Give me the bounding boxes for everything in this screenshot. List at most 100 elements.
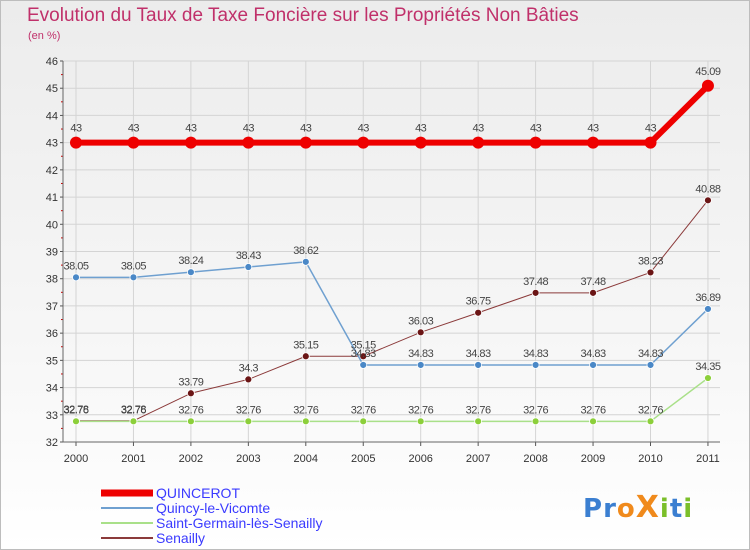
data-point-quincerot	[472, 136, 485, 149]
data-point-senailly	[589, 288, 597, 297]
logo-letter: r	[603, 494, 617, 524]
y-tick-label: 38	[46, 274, 58, 286]
data-label-quincerot: 43	[243, 123, 255, 135]
data-point-saint-germain-les-senailly	[416, 417, 425, 426]
y-tick-label: 39	[46, 247, 58, 259]
data-label-quincerot: 43	[530, 123, 542, 135]
data-point-senailly	[244, 375, 253, 384]
data-point-quincerot	[414, 136, 427, 149]
data-point-saint-germain-les-senailly	[589, 417, 597, 426]
x-tick-label: 2010	[638, 453, 662, 465]
data-point-quincerot	[701, 79, 714, 92]
data-point-quincerot	[587, 136, 600, 149]
data-label-quincy-le-vicomte: 36.89	[695, 292, 720, 304]
data-label-senailly: 35.15	[351, 339, 376, 351]
y-tick-label: 33	[46, 410, 58, 422]
data-point-senailly	[474, 308, 483, 317]
y-tick-label: 41	[46, 192, 58, 204]
data-point-quincy-le-vicomte	[244, 263, 253, 271]
legend: QUINCEROTQuincy-le-VicomteSaint-Germain-…	[101, 485, 323, 546]
data-point-quincy-le-vicomte	[416, 361, 425, 369]
data-label-senailly: 38.23	[638, 255, 663, 267]
data-label-quincerot: 43	[300, 123, 312, 135]
data-point-senailly	[186, 389, 195, 398]
data-point-saint-germain-les-senailly	[359, 417, 368, 426]
data-point-saint-germain-les-senailly	[129, 417, 138, 426]
data-point-quincy-le-vicomte	[474, 361, 483, 369]
y-tick-label: 43	[46, 138, 58, 150]
chart-title: Evolution du Taux de Taxe Foncière sur l…	[27, 5, 579, 26]
series-line-quincerot	[73, 82, 711, 146]
x-tick-label: 2011	[696, 453, 720, 465]
y-tick-label: 34	[46, 383, 58, 395]
data-label-quincerot: 43	[473, 123, 485, 135]
data-point-quincerot	[184, 136, 197, 149]
data-label-quincerot: 43	[415, 123, 427, 135]
data-label-saint-germain-les-senailly: 34.35	[695, 361, 720, 373]
logo-letter: i	[659, 494, 670, 524]
legend-label-quincy-le-vicomte: Quincy-le-Vicomte	[156, 500, 270, 516]
legend-label-senailly: Senailly	[156, 530, 205, 546]
data-label-senailly: 36.03	[408, 315, 433, 327]
data-label-saint-germain-les-senailly: 32.76	[638, 404, 663, 416]
data-labels: 32.78 32.78 33.79 34.3 35.15 35.15 36.03 36.75 3…	[63, 66, 721, 417]
data-point-saint-germain-les-senailly	[301, 417, 310, 426]
logo-letter: o	[616, 494, 636, 524]
data-label-quincy-le-vicomte: 34.83	[523, 348, 548, 360]
y-tick-label: 45	[46, 83, 58, 95]
data-label-senailly: 32.78	[121, 404, 146, 416]
data-label-quincerot: 43	[358, 123, 370, 135]
data-point-senailly	[359, 352, 368, 361]
data-label-saint-germain-les-senailly: 32.76	[351, 404, 376, 416]
data-label-quincy-le-vicomte: 38.24	[178, 255, 203, 267]
x-tick-label: 2006	[408, 453, 432, 465]
data-label-saint-germain-les-senailly: 32.76	[236, 404, 261, 416]
data-point-saint-germain-les-senailly	[244, 417, 253, 426]
y-tick-label: 42	[46, 165, 58, 177]
data-point-quincy-le-vicomte	[359, 361, 368, 369]
data-label-quincy-le-vicomte: 34.83	[408, 348, 433, 360]
data-point-quincy-le-vicomte	[186, 268, 195, 277]
y-tick-label: 44	[46, 110, 58, 122]
logo-letter: i	[683, 494, 694, 524]
x-tick-label: 2008	[523, 453, 547, 465]
data-label-quincy-le-vicomte: 34.83	[466, 348, 491, 360]
data-point-saint-germain-les-senailly	[186, 417, 195, 426]
y-tick-label: 36	[46, 328, 58, 340]
logo-letter: t	[669, 494, 684, 524]
data-point-senailly	[301, 352, 310, 361]
data-point-quincerot	[299, 136, 312, 149]
data-label-quincerot: 43	[645, 123, 657, 135]
x-tick-label: 2007	[466, 453, 490, 465]
logo-letter: P	[583, 494, 604, 524]
data-label-senailly: 36.75	[466, 296, 491, 308]
data-point-senailly	[416, 328, 425, 337]
data-label-saint-germain-les-senailly: 32.76	[293, 404, 318, 416]
data-label-quincy-le-vicomte: 34.83	[351, 348, 376, 360]
data-label-senailly: 33.79	[178, 376, 203, 388]
x-tick-label: 2009	[581, 453, 605, 465]
data-label-senailly: 37.48	[523, 276, 548, 288]
data-point-quincerot	[644, 136, 657, 149]
data-label-saint-germain-les-senailly: 32.76	[121, 404, 146, 416]
series-line-saint-germain-les-senailly	[75, 377, 709, 423]
data-label-senailly: 32.78	[63, 404, 88, 416]
data-point-saint-germain-les-senailly	[704, 374, 712, 382]
y-tick-label: 40	[46, 219, 58, 231]
series-group	[70, 79, 714, 426]
y-tick-label: 35	[46, 355, 58, 367]
proxiti-logo: ProXiti	[583, 490, 693, 525]
data-point-quincerot	[357, 136, 370, 149]
data-label-saint-germain-les-senailly: 32.76	[408, 404, 433, 416]
data-point-saint-germain-les-senailly	[474, 417, 483, 426]
data-label-quincerot: 43	[128, 123, 140, 135]
data-label-senailly: 37.48	[581, 276, 606, 288]
data-point-quincy-le-vicomte	[589, 361, 597, 369]
data-label-senailly: 34.3	[239, 362, 259, 374]
y-tick-label: 46	[46, 56, 58, 68]
data-label-saint-germain-les-senailly: 32.76	[523, 404, 548, 416]
series-line-quincy-le-vicomte	[75, 261, 709, 366]
axes: 32 33 34 35 36 37 38 39 40 41 42 43 44 45 46 2000 2001 20…	[46, 56, 720, 465]
x-tick-label: 2003	[236, 453, 260, 465]
data-point-quincy-le-vicomte	[531, 361, 540, 369]
